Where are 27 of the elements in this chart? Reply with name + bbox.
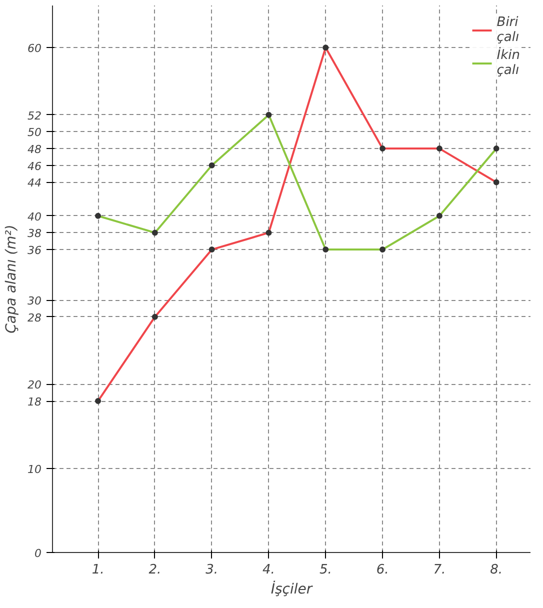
x-tick-label: 8.	[490, 562, 503, 578]
y-tick-label: 10	[28, 462, 42, 476]
y-tick-label: 0	[34, 547, 42, 560]
x-tick-label: 1.	[92, 562, 104, 578]
y-tick-label: 40	[28, 210, 42, 224]
y-tick-label: 50	[28, 126, 42, 140]
x-tick-label: 5.	[319, 562, 332, 578]
x-tick-label: 2.	[148, 562, 162, 578]
legend-label: Biri çalı	[496, 15, 520, 45]
y-tick-label: 48	[28, 143, 42, 156]
y-tick-label: 36	[28, 244, 42, 258]
x-axis-title: İşçiler	[270, 580, 314, 598]
legend-label: İkin çalı	[496, 48, 520, 78]
y-tick-label: 38	[28, 227, 42, 240]
y-tick-label: 46	[28, 160, 42, 173]
y-tick-label: 18	[28, 396, 42, 409]
x-tick-label: 7.	[433, 562, 446, 578]
y-tick-label: 60	[28, 42, 42, 56]
y-tick-label: 30	[28, 294, 42, 308]
x-tick-label: 6.	[376, 562, 389, 578]
x-tick-label: 4.	[262, 562, 275, 578]
y-tick-label: 52	[28, 109, 42, 122]
y-tick-label: 44	[28, 176, 42, 190]
y-tick-label: 20	[28, 378, 42, 392]
y-tick-label: 28	[28, 311, 42, 324]
y-axis-title: Çapa alanı (m²)	[4, 224, 20, 334]
x-tick-label: 3.	[206, 562, 218, 578]
